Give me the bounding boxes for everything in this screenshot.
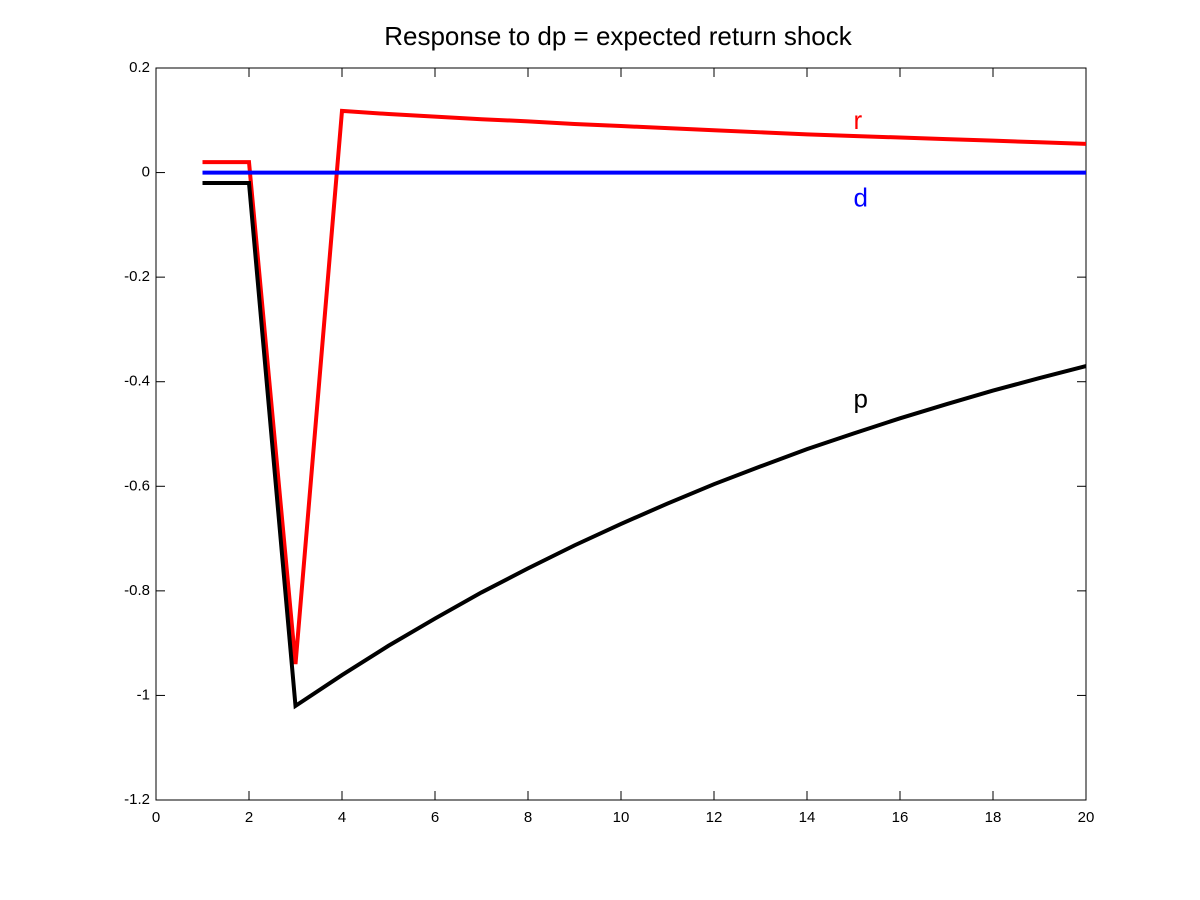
x-tick-label: 6 <box>431 809 439 826</box>
series-label: p <box>854 383 868 413</box>
y-tick-label: 0 <box>142 164 150 181</box>
x-tick-label: 20 <box>1078 809 1095 826</box>
x-tick-label: 2 <box>245 809 253 826</box>
x-tick-label: 16 <box>892 809 909 826</box>
series-label: r <box>854 105 863 135</box>
x-tick-label: 12 <box>706 809 723 826</box>
y-tick-label: -1.2 <box>124 791 150 808</box>
y-tick-label: -0.4 <box>124 373 150 390</box>
chart-title: Response to dp = expected return shock <box>384 21 853 51</box>
y-tick-label: -0.8 <box>124 582 150 599</box>
x-tick-label: 4 <box>338 809 346 826</box>
y-tick-label: -0.2 <box>124 268 150 285</box>
x-tick-label: 18 <box>985 809 1002 826</box>
series-line <box>202 108 1087 665</box>
y-tick-label: 0.2 <box>129 59 150 76</box>
y-tick-label: -0.6 <box>124 477 150 494</box>
x-tick-label: 8 <box>524 809 532 826</box>
x-tick-label: 10 <box>613 809 630 826</box>
x-tick-label: 14 <box>799 809 816 826</box>
x-tick-label: 0 <box>152 809 160 826</box>
y-tick-label: -1 <box>137 686 150 703</box>
series-label: d <box>854 182 868 212</box>
series-line <box>202 181 1087 710</box>
